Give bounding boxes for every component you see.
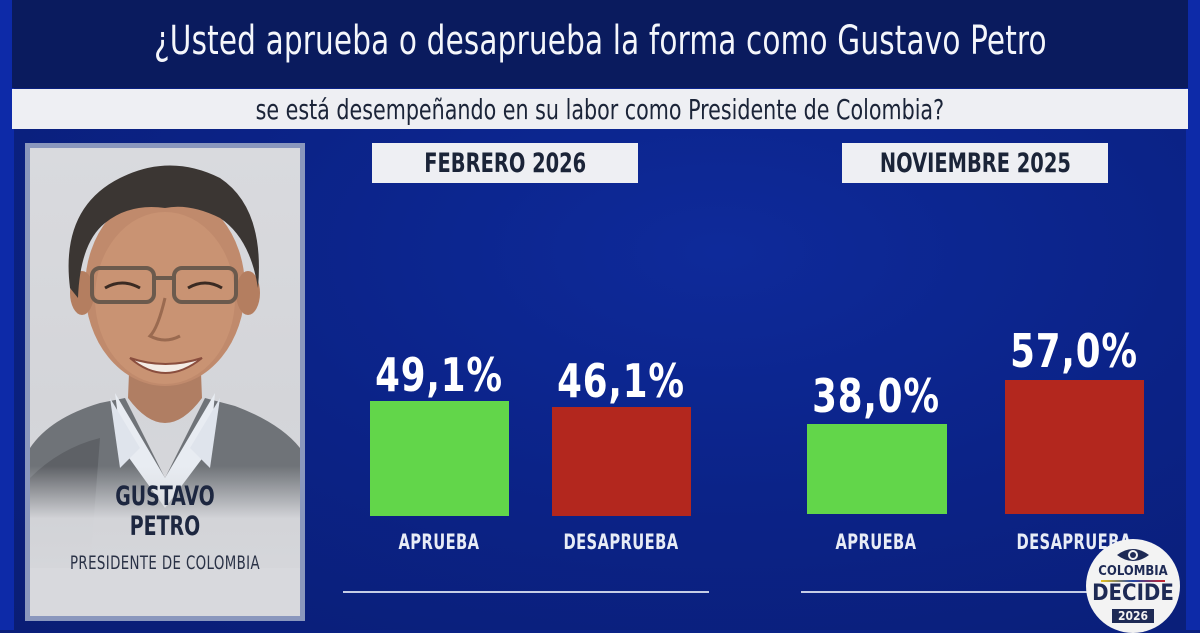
logo-line-1: COLOMBIA: [1098, 564, 1168, 579]
logo-line-2: DECIDE: [1092, 581, 1174, 606]
approve-value-feb: 49,1%: [375, 348, 503, 402]
disapprove-bar-feb: [552, 407, 691, 516]
period-label-text: NOVIEMBRE 2025: [879, 147, 1071, 179]
disapprove-value-nov: 57,0%: [1010, 324, 1138, 378]
colombia-decide-logo: COLOMBIA DECIDE 2026: [1086, 539, 1180, 633]
baseline-nov: [801, 591, 1091, 593]
profile-last-name: PETRO: [129, 511, 201, 542]
question-line-1: ¿Usted aprueba o desaprueba la forma com…: [153, 18, 1047, 64]
disapprove-label-feb: DESAPRUEBA: [563, 530, 679, 554]
question-line-2: se está desempeñando en su labor como Pr…: [255, 92, 945, 126]
question-subtitle-bar: se está desempeñando en su labor como Pr…: [12, 89, 1188, 129]
profile-first-name: GUSTAVO: [115, 481, 215, 512]
disapprove-bar-nov: [1005, 380, 1144, 514]
baseline-feb: [343, 591, 709, 593]
approve-bar-nov: [807, 424, 947, 514]
eye-icon: [1117, 549, 1149, 561]
background-edge-left: [0, 0, 14, 630]
period-label-febrero-2026: FEBRERO 2026: [372, 143, 638, 183]
profile-role: PRESIDENTE DE COLOMBIA: [69, 552, 260, 574]
profile-card: GUSTAVO PETRO PRESIDENTE DE COLOMBIA: [25, 143, 305, 621]
approve-label-nov: APRUEBA: [835, 530, 917, 554]
logo-rule: [1101, 580, 1165, 582]
approve-bar-feb: [370, 401, 509, 516]
approve-value-nov: 38,0%: [812, 369, 940, 423]
period-label-noviembre-2025: NOVIEMBRE 2025: [842, 143, 1108, 183]
logo-line-3: 2026: [1111, 609, 1155, 623]
profile-name-block: GUSTAVO PETRO PRESIDENTE DE COLOMBIA: [30, 466, 300, 616]
period-label-text: FEBRERO 2026: [424, 147, 586, 179]
disapprove-value-feb: 46,1%: [557, 354, 685, 408]
question-title-band: ¿Usted aprueba o desaprueba la forma com…: [12, 0, 1188, 88]
background-edge-right: [1186, 0, 1200, 630]
approve-label-feb: APRUEBA: [398, 530, 480, 554]
